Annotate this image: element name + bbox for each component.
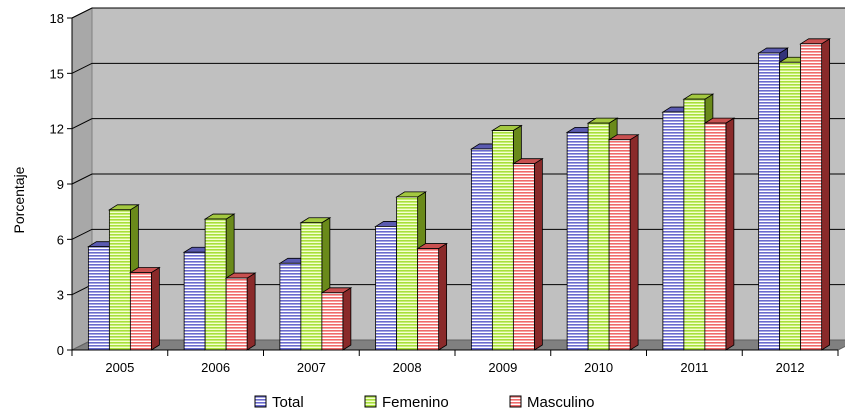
bar-front: [396, 196, 419, 351]
legend: Total Femenino Masculino: [254, 394, 595, 411]
y-tick-label: 6: [57, 232, 64, 247]
bar-side: [725, 117, 735, 351]
gridline: [71, 7, 845, 19]
legend-label: Masculino: [527, 394, 595, 411]
bar-side: [533, 157, 543, 351]
bar-front: [662, 111, 685, 351]
bar-front: [608, 139, 631, 351]
bar: [799, 38, 832, 351]
bar-front: [779, 61, 802, 351]
x-tick-label: 2007: [297, 360, 326, 375]
bar-side: [342, 287, 352, 351]
axes: 0 3 6 9 12 15 18 2005 2006 2007 2008 2009 2010 2011 20…: [50, 11, 839, 375]
bar-front: [225, 277, 248, 351]
bar: [320, 287, 353, 351]
legend-label: Total: [272, 394, 304, 411]
bar-front: [704, 122, 727, 351]
x-tick-label: 2011: [680, 360, 708, 375]
bar-side: [438, 242, 448, 351]
bar-front: [512, 163, 535, 351]
legend-label: Femenino: [382, 394, 449, 411]
bar-side: [821, 38, 831, 351]
bar-front: [279, 262, 302, 351]
bar-front: [183, 251, 206, 351]
bar-side: [246, 272, 256, 351]
bar-front: [87, 246, 110, 351]
bar-front: [491, 130, 514, 351]
y-tick-label: 15: [50, 66, 64, 81]
legend-swatch: [364, 395, 377, 408]
legend-swatch: [254, 395, 267, 408]
legend-item: Masculino: [509, 394, 595, 411]
legend-swatch: [509, 395, 522, 408]
bar-front: [108, 209, 131, 351]
bar-front: [470, 148, 493, 351]
bar-front: [375, 226, 398, 351]
legend-item: Femenino: [364, 394, 449, 411]
bar: [128, 266, 161, 351]
bar-front: [417, 248, 440, 351]
bar: [224, 272, 257, 351]
gridline: [71, 62, 845, 74]
bar-front: [204, 218, 227, 351]
bar: [511, 157, 544, 351]
bar-front: [321, 292, 344, 351]
bar: [703, 117, 736, 351]
bar-front: [758, 52, 781, 351]
y-tick-label: 3: [57, 288, 64, 303]
bar-front: [566, 131, 589, 351]
y-tick-label: 9: [57, 177, 64, 192]
bar: [607, 134, 640, 351]
x-tick-label: 2006: [201, 360, 230, 375]
y-axis-title: Porcentaje: [11, 166, 27, 233]
x-tick-label: 2009: [488, 360, 517, 375]
x-tick-label: 2008: [393, 360, 422, 375]
bar-front: [683, 98, 706, 351]
bar-side: [629, 134, 639, 351]
bar-front: [129, 272, 152, 351]
y-tick-label: 18: [50, 11, 64, 26]
x-tick-label: 2012: [776, 360, 805, 375]
bars: [86, 38, 832, 351]
legend-item: Total: [254, 394, 304, 411]
bar-front: [800, 43, 823, 351]
bar: [416, 242, 449, 351]
x-tick-label: 2005: [105, 360, 134, 375]
bar-side: [150, 266, 160, 351]
x-tick-label: 2010: [584, 360, 613, 375]
bar-front: [300, 222, 323, 351]
y-tick-label: 0: [57, 343, 64, 358]
y-tick-label: 12: [50, 122, 64, 137]
bar-front: [587, 122, 610, 351]
